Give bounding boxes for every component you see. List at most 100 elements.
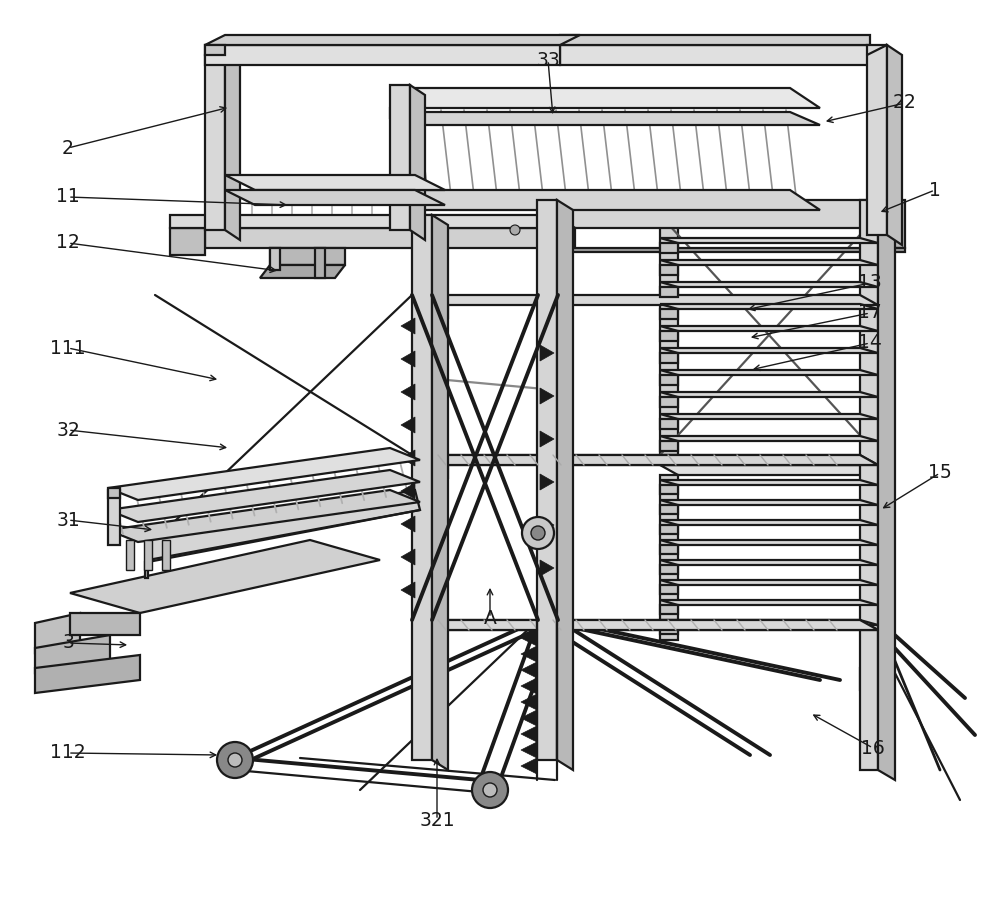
Text: 14: 14 <box>858 333 882 353</box>
Circle shape <box>531 526 545 540</box>
Polygon shape <box>70 613 140 635</box>
Polygon shape <box>660 585 678 594</box>
Polygon shape <box>860 200 878 770</box>
Polygon shape <box>205 35 580 45</box>
Polygon shape <box>108 488 120 498</box>
Polygon shape <box>660 265 678 275</box>
Text: 16: 16 <box>861 738 885 757</box>
Polygon shape <box>390 85 410 230</box>
Polygon shape <box>35 635 110 673</box>
Polygon shape <box>108 448 420 500</box>
Polygon shape <box>432 305 448 318</box>
Polygon shape <box>660 331 678 341</box>
Polygon shape <box>660 565 678 574</box>
Polygon shape <box>860 668 878 690</box>
Polygon shape <box>432 295 878 305</box>
Polygon shape <box>225 190 445 205</box>
Text: 17: 17 <box>858 304 882 322</box>
Circle shape <box>483 783 497 797</box>
Polygon shape <box>390 112 820 125</box>
Polygon shape <box>170 215 540 228</box>
Polygon shape <box>315 248 325 278</box>
Polygon shape <box>540 388 554 404</box>
Polygon shape <box>126 540 134 570</box>
Polygon shape <box>660 465 878 475</box>
Text: 112: 112 <box>50 744 86 763</box>
Polygon shape <box>70 540 380 613</box>
Polygon shape <box>660 560 878 565</box>
Polygon shape <box>521 758 537 774</box>
Polygon shape <box>870 200 905 248</box>
Polygon shape <box>540 200 905 228</box>
Polygon shape <box>867 45 887 235</box>
Circle shape <box>522 517 554 549</box>
Polygon shape <box>537 200 557 760</box>
Polygon shape <box>225 175 445 190</box>
Polygon shape <box>660 419 678 429</box>
Polygon shape <box>390 88 820 108</box>
Polygon shape <box>401 384 415 400</box>
Text: 11: 11 <box>56 187 80 207</box>
Polygon shape <box>878 200 895 780</box>
Polygon shape <box>432 215 448 770</box>
Polygon shape <box>401 549 415 565</box>
Text: 111: 111 <box>50 339 86 357</box>
Text: 15: 15 <box>928 464 952 483</box>
Polygon shape <box>432 620 878 630</box>
Polygon shape <box>540 517 554 533</box>
Polygon shape <box>660 620 878 625</box>
Text: 321: 321 <box>419 811 455 830</box>
Polygon shape <box>521 726 537 742</box>
Polygon shape <box>660 475 678 640</box>
Polygon shape <box>660 545 678 554</box>
Polygon shape <box>270 248 345 265</box>
Polygon shape <box>205 55 225 230</box>
Polygon shape <box>412 215 432 760</box>
Polygon shape <box>521 694 537 710</box>
Polygon shape <box>660 370 878 375</box>
Circle shape <box>217 742 253 778</box>
Polygon shape <box>108 490 420 542</box>
Polygon shape <box>560 35 870 45</box>
Polygon shape <box>270 248 280 270</box>
Polygon shape <box>660 441 678 451</box>
Polygon shape <box>540 431 554 447</box>
Polygon shape <box>540 560 554 576</box>
Polygon shape <box>660 309 678 319</box>
Polygon shape <box>660 500 878 505</box>
Polygon shape <box>390 190 820 210</box>
Polygon shape <box>887 45 902 245</box>
Polygon shape <box>401 483 415 499</box>
Polygon shape <box>144 540 152 570</box>
Polygon shape <box>205 45 560 65</box>
Polygon shape <box>660 353 678 363</box>
Polygon shape <box>521 678 537 694</box>
Polygon shape <box>205 228 540 248</box>
Polygon shape <box>521 662 537 678</box>
Polygon shape <box>401 351 415 367</box>
Polygon shape <box>35 613 80 653</box>
Polygon shape <box>145 562 148 578</box>
Polygon shape <box>660 540 878 545</box>
Polygon shape <box>660 243 678 253</box>
Text: 32: 32 <box>56 420 80 440</box>
Polygon shape <box>660 625 678 634</box>
Polygon shape <box>521 710 537 726</box>
Polygon shape <box>390 108 420 118</box>
Polygon shape <box>540 345 554 361</box>
Text: 33: 33 <box>536 50 560 70</box>
Polygon shape <box>557 200 573 770</box>
Polygon shape <box>660 397 678 407</box>
Text: 3: 3 <box>62 633 74 653</box>
Circle shape <box>228 753 242 767</box>
Polygon shape <box>35 655 140 693</box>
Polygon shape <box>660 520 878 525</box>
Polygon shape <box>260 265 345 278</box>
Polygon shape <box>660 304 878 309</box>
Circle shape <box>510 225 520 235</box>
Polygon shape <box>145 490 420 562</box>
Polygon shape <box>410 85 425 240</box>
Polygon shape <box>660 485 678 494</box>
Polygon shape <box>660 392 878 397</box>
Polygon shape <box>540 248 905 252</box>
